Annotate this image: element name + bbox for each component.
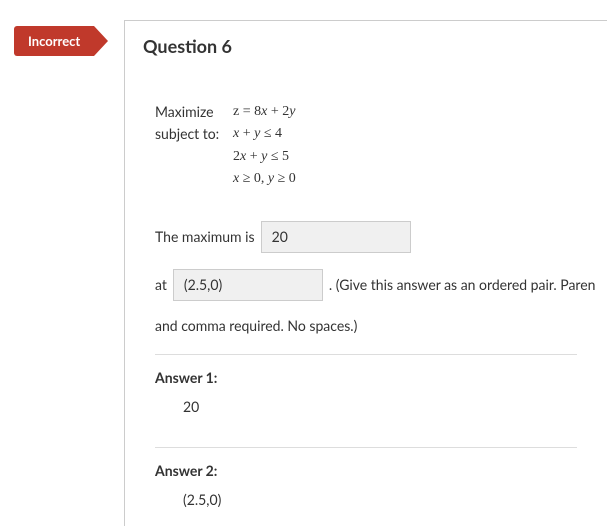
max-prompt-text: The maximum is: [155, 228, 255, 245]
question-title: Question 6: [143, 35, 589, 57]
answer-2-section: Answer 2: (2.5,0): [155, 448, 577, 522]
at-answer-row: at (2.5,0) . (Give this answer as an ord…: [155, 269, 577, 301]
hint-text-2: and comma required. No spaces.): [155, 317, 577, 334]
constraint-2: 2x + y ≤ 5: [155, 146, 577, 168]
at-value-input[interactable]: (2.5,0): [173, 269, 323, 301]
answer-1-label: Answer 1:: [155, 369, 577, 386]
answer-1-value: 20: [155, 398, 577, 415]
badge-label: Incorrect: [14, 26, 94, 56]
question-body: Maximize z = 8x + 2y subject to: x + y ≤…: [125, 73, 607, 532]
hint-text-1: . (Give this answer as an ordered pair. …: [329, 276, 596, 293]
answer-2-label: Answer 2:: [155, 462, 577, 479]
maximize-label: Maximize: [155, 101, 233, 123]
answer-2-value: (2.5,0): [155, 491, 577, 508]
lp-formulation: Maximize z = 8x + 2y subject to: x + y ≤…: [155, 101, 577, 191]
at-prompt-text: at: [155, 276, 167, 293]
objective-function: z = 8x + 2y: [233, 101, 295, 123]
max-value-input[interactable]: 20: [261, 221, 411, 253]
question-panel: Question 6 Maximize z = 8x + 2y subject …: [124, 20, 607, 526]
answer-1-section: Answer 1: 20: [155, 355, 577, 429]
constraint-1: x + y ≤ 4: [233, 123, 282, 145]
max-answer-row: The maximum is 20: [155, 221, 577, 253]
subject-to-label: subject to:: [155, 123, 233, 145]
status-badge: Incorrect: [14, 26, 94, 56]
question-header: Question 6: [125, 21, 607, 73]
constraint-3: x ≥ 0, y ≥ 0: [155, 168, 577, 190]
